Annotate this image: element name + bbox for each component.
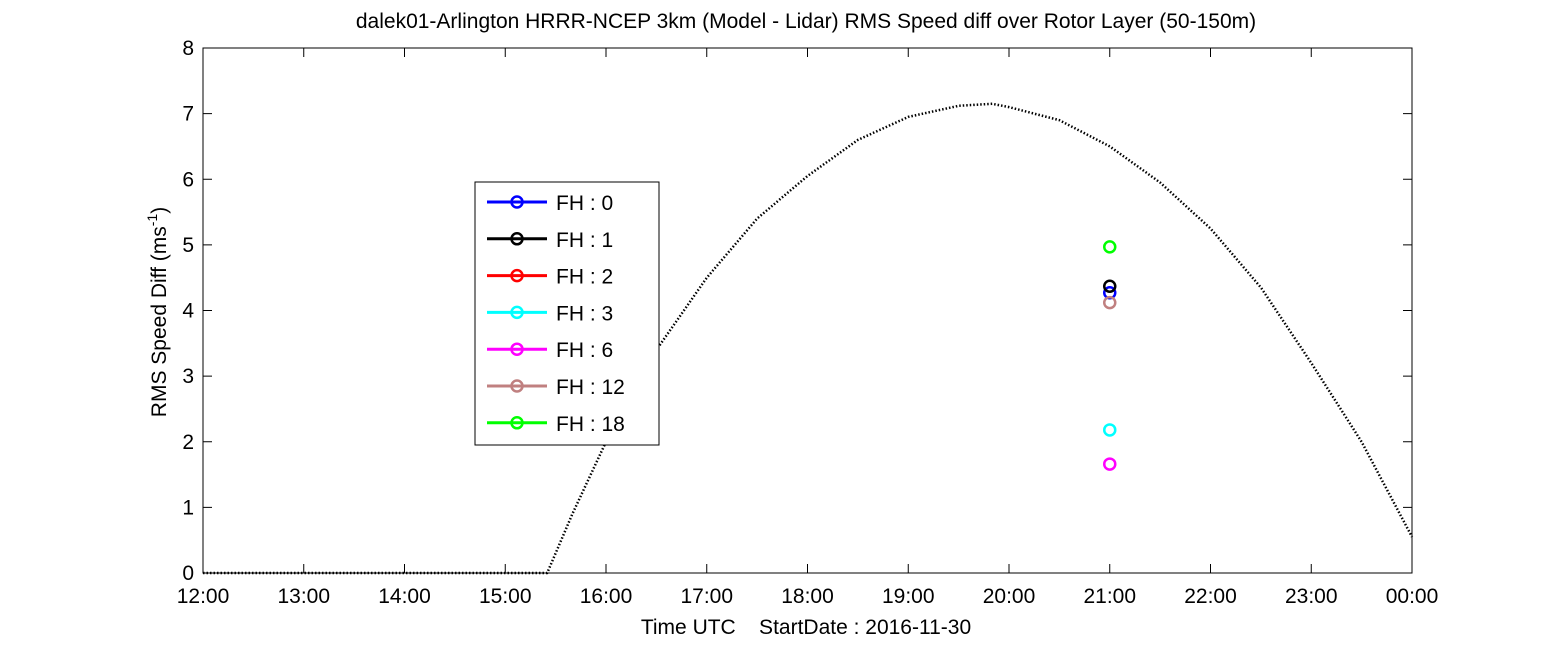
legend-marker — [510, 195, 524, 209]
data-point — [1103, 457, 1117, 471]
x-tick-label: 00:00 — [1386, 585, 1439, 608]
x-tick-label: 22:00 — [1184, 585, 1237, 608]
legend-label: FH : 12 — [556, 376, 625, 399]
legend-marker — [510, 342, 524, 356]
y-tick-label: 5 — [182, 234, 194, 257]
legend-label: FH : 2 — [556, 266, 613, 289]
data-point — [1103, 279, 1117, 293]
x-tick-label: 21:00 — [1083, 585, 1136, 608]
y-tick-label: 8 — [182, 37, 194, 60]
x-tick-label: 14:00 — [378, 585, 431, 608]
y-tick-label: 1 — [182, 496, 194, 519]
data-point — [1103, 423, 1117, 437]
x-tick-label: 13:00 — [277, 585, 330, 608]
legend-marker — [510, 416, 524, 430]
legend-label: FH : 3 — [556, 302, 613, 325]
legend-label: FH : 0 — [556, 192, 613, 215]
legend-marker — [510, 268, 524, 283]
y-tick-label: 2 — [182, 431, 194, 454]
x-tick-label: 18:00 — [781, 585, 834, 608]
x-axis-label: Time UTC StartDate : 2016-11-30 — [641, 616, 971, 639]
x-tick-label: 20:00 — [983, 585, 1036, 608]
x-tick-label: 19:00 — [882, 585, 935, 608]
y-tick-label: 7 — [182, 103, 194, 126]
legend-label: FH : 6 — [556, 339, 613, 362]
chart-title: dalek01-Arlington HRRR-NCEP 3km (Model -… — [356, 10, 1256, 33]
y-axis-ticks: 0 1 2 3 4 5 6 7 8 — [182, 37, 1412, 585]
legend: FH : 0 FH : 1 FH : 2 FH : 3 FH : 6 FH : 12 FH … — [474, 181, 660, 446]
y-axis-label: RMS Speed Diff (ms-1) — [144, 207, 171, 417]
data-point — [1103, 240, 1117, 254]
x-tick-label: 15:00 — [479, 585, 532, 608]
legend-marker — [510, 305, 524, 320]
legend-label: FH : 1 — [556, 229, 613, 252]
legend-marker — [510, 379, 524, 393]
x-tick-label: 17:00 — [680, 585, 733, 608]
x-tick-label: 16:00 — [580, 585, 633, 608]
y-tick-label: 0 — [182, 562, 194, 585]
x-tick-label: 23:00 — [1285, 585, 1338, 608]
y-tick-label: 3 — [182, 365, 194, 388]
data-point — [1103, 295, 1117, 310]
x-tick-label: 12:00 — [177, 585, 230, 608]
legend-marker — [510, 232, 524, 246]
y-tick-label: 4 — [182, 300, 194, 323]
x-axis-ticks: 12:00 13:00 14:00 15:00 16:00 17:00 18:00 19:00… — [177, 48, 1439, 608]
legend-label: FH : 18 — [556, 413, 625, 436]
y-tick-label: 6 — [182, 168, 194, 191]
